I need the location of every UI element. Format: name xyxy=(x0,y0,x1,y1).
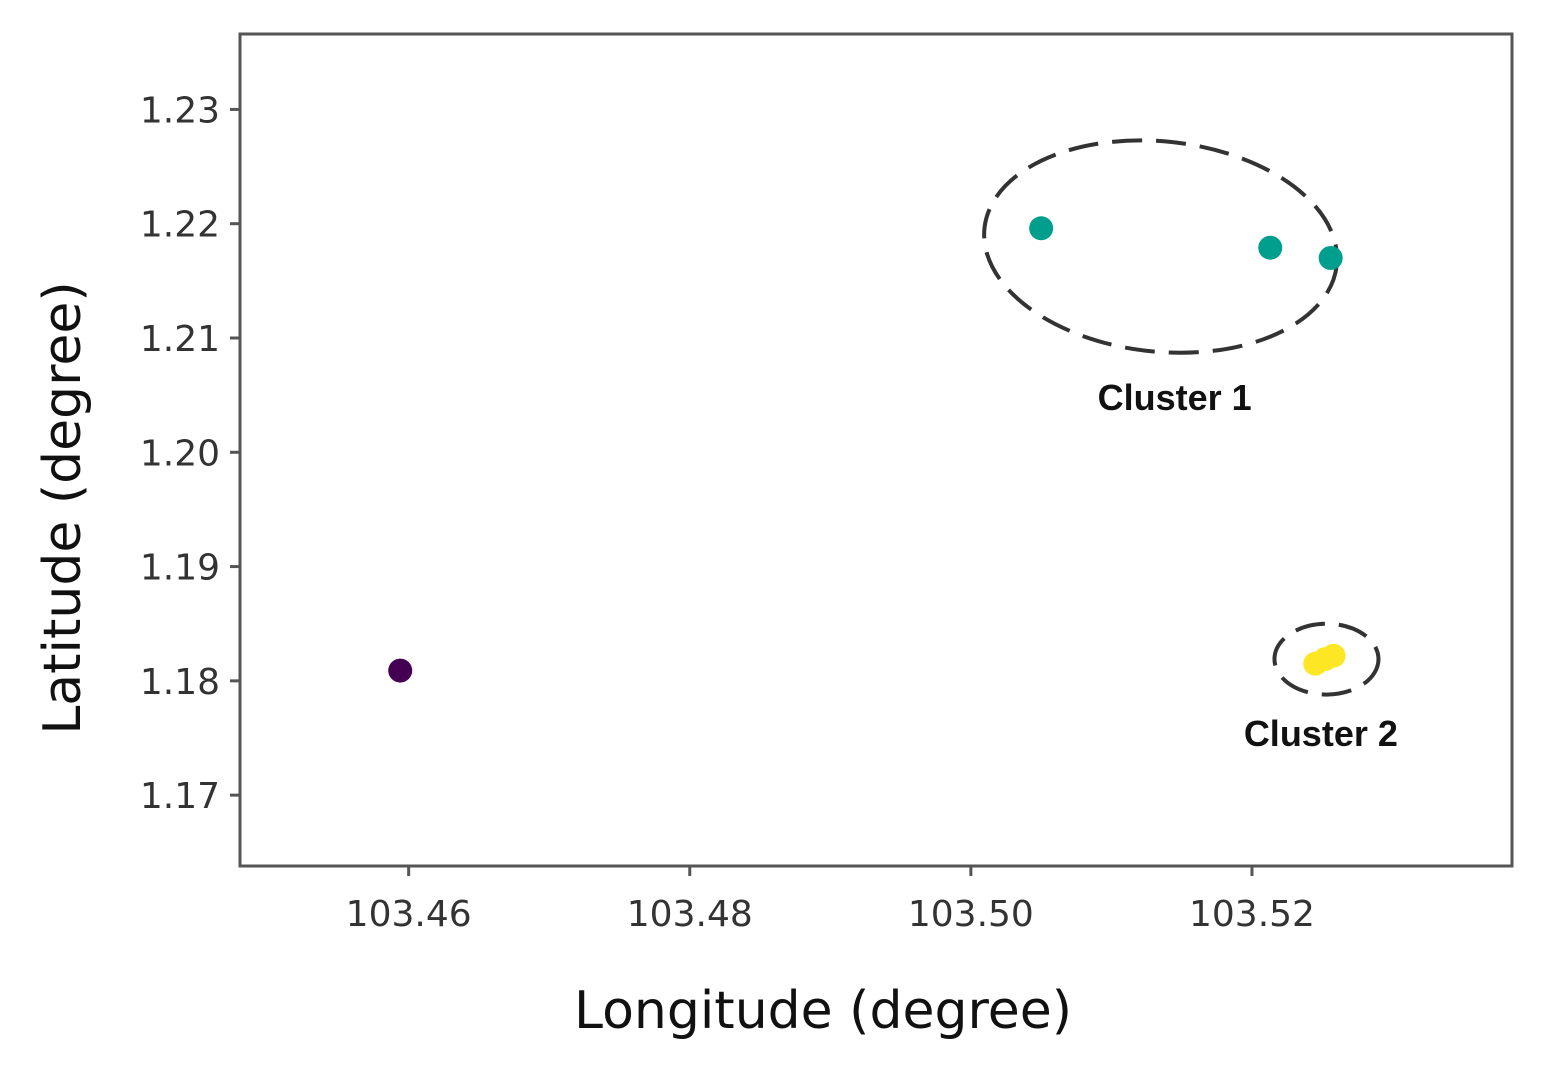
x-axis-title: Longitude (degree) xyxy=(574,981,1072,1041)
data-point xyxy=(1029,216,1054,241)
x-tick-label: 103.50 xyxy=(908,894,1034,935)
y-axis: 1.17 1.18 1.19 1.20 1.21 1.22 1.23 xyxy=(140,90,240,817)
cluster-outline xyxy=(1272,621,1381,697)
y-axis-title: Latitude (degree) xyxy=(33,281,93,734)
plot-frame xyxy=(238,32,1514,868)
y-tick-label: 1.23 xyxy=(140,90,220,131)
x-tick-label: 103.46 xyxy=(346,894,472,935)
data-point xyxy=(1321,643,1346,668)
y-tick-label: 1.21 xyxy=(140,319,220,360)
x-tick-label: 103.52 xyxy=(1189,894,1315,935)
x-tick-label: 103.48 xyxy=(627,894,753,935)
data-point xyxy=(1258,235,1283,260)
cluster-label: Cluster 1 xyxy=(1098,377,1252,418)
x-axis: 103.46 103.48 103.50 103.52 xyxy=(346,866,1315,935)
data-point xyxy=(1318,246,1343,270)
y-tick-label: 1.18 xyxy=(140,662,220,703)
annotations: Cluster 1 Cluster 2 xyxy=(1098,377,1398,754)
y-tick-label: 1.19 xyxy=(140,548,220,589)
plot-area xyxy=(238,32,1514,868)
data-point xyxy=(388,658,413,683)
y-tick-label: 1.20 xyxy=(140,433,220,474)
cluster-label: Cluster 2 xyxy=(1244,713,1398,754)
y-tick-label: 1.17 xyxy=(140,776,220,817)
data-points xyxy=(388,216,1346,683)
y-tick-label: 1.22 xyxy=(140,205,220,246)
